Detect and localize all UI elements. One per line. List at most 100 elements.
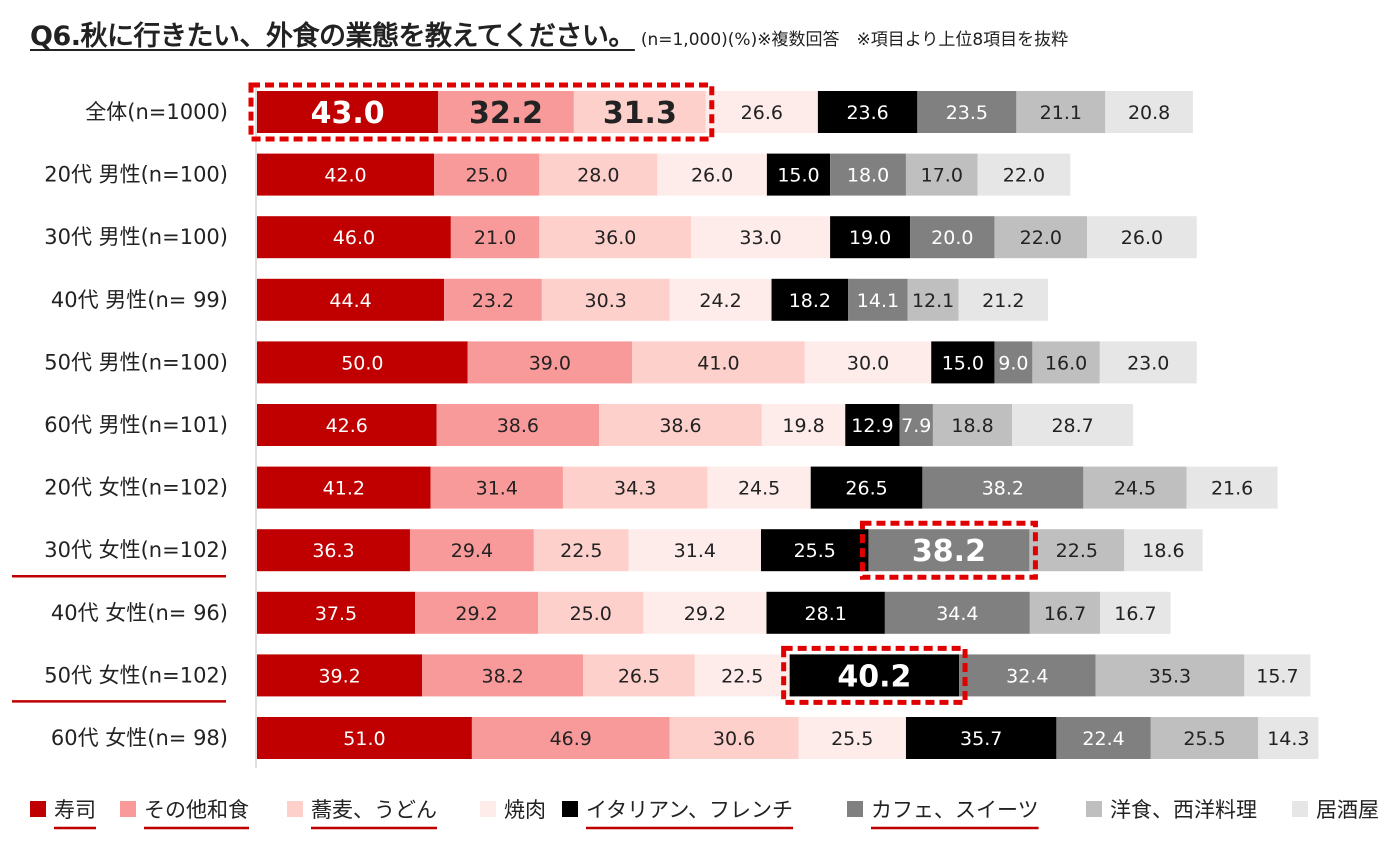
bar-segment (415, 591, 539, 634)
bar-segment (1150, 717, 1259, 759)
data-label: 15.0 (942, 352, 984, 374)
bar-segment (436, 404, 600, 446)
data-label: 35.7 (960, 728, 1002, 750)
bar-segment (438, 91, 574, 133)
data-label: 23.6 (846, 102, 888, 124)
bar-segment (817, 91, 918, 133)
chart-title-block: Q6.秋に行きたい、外食の業態を教えてください。 (n=1,000)(%)※複数回… (30, 14, 1068, 53)
bar-segment (422, 654, 584, 697)
data-label: 40.2 (837, 659, 911, 694)
data-label: 31.4 (674, 540, 716, 562)
data-label: 34.4 (936, 603, 978, 625)
legend-swatch (30, 801, 46, 817)
data-label: 29.4 (451, 540, 493, 562)
bar-segment (632, 341, 805, 384)
bar-segment (1095, 654, 1245, 697)
data-label: 25.5 (1183, 728, 1225, 750)
data-label: 24.5 (738, 478, 780, 500)
bar-segment (789, 654, 960, 697)
category-label: 40代 男性(n= 99) (51, 288, 228, 312)
data-label: 39.2 (318, 665, 360, 687)
bar-segment (994, 341, 1033, 384)
data-label: 15.0 (777, 165, 819, 187)
bar-segment (257, 404, 437, 446)
bar-segment (430, 466, 563, 509)
bar-segment (450, 216, 540, 259)
bar-segment (471, 717, 670, 759)
data-label: 41.0 (697, 352, 739, 374)
data-label: 22.0 (1020, 227, 1062, 249)
data-label: 22.0 (1003, 165, 1045, 187)
data-label: 26.5 (618, 665, 660, 687)
bar-segment (1056, 717, 1151, 759)
data-label: 17.0 (921, 165, 963, 187)
bar-segment (959, 654, 1096, 697)
bar-segment (868, 529, 1030, 572)
data-label: 22.5 (721, 665, 763, 687)
data-label: 38.6 (497, 415, 539, 437)
data-label: 32.4 (1006, 665, 1048, 687)
bar-segment (533, 529, 629, 572)
bar-segment (628, 529, 761, 572)
bar-segment (830, 216, 911, 259)
data-label: 22.5 (1056, 540, 1098, 562)
data-label: 21.0 (474, 227, 516, 249)
bar-segment (705, 91, 818, 133)
legend-label: その他和食 (144, 798, 249, 822)
data-label: 20.0 (931, 227, 973, 249)
bar-segment (257, 91, 439, 133)
bar-segment (884, 591, 1030, 634)
bar-segment (1032, 341, 1100, 384)
category-label: 全体(n=1000) (85, 100, 228, 124)
data-label: 30.6 (713, 728, 755, 750)
bar-segment (761, 404, 846, 446)
data-label: 51.0 (343, 728, 385, 750)
data-label: 24.2 (699, 290, 741, 312)
bar-segment (917, 91, 1017, 133)
data-label: 23.5 (946, 102, 988, 124)
data-label: 34.3 (614, 478, 656, 500)
legend-label: 洋食、西洋料理 (1110, 798, 1257, 822)
data-label: 18.6 (1142, 540, 1184, 562)
bar-segment (562, 466, 708, 509)
bar-segment (257, 278, 445, 321)
bar-segment (599, 404, 762, 446)
data-label: 46.0 (333, 227, 375, 249)
data-label: 12.9 (851, 415, 893, 437)
highlight-frame (859, 520, 1038, 580)
bar-segment (694, 654, 790, 697)
legend-label: 居酒屋 (1316, 798, 1379, 822)
data-label: 42.0 (324, 165, 366, 187)
data-label: 28.1 (805, 603, 847, 625)
legend-swatch (847, 801, 863, 817)
data-label: 44.4 (329, 290, 371, 312)
data-label: 32.2 (469, 96, 543, 131)
data-label: 26.5 (845, 478, 887, 500)
category-label: 40代 女性(n= 96) (51, 601, 228, 625)
data-label: 38.2 (912, 534, 986, 569)
bar-segment (830, 153, 906, 196)
legend-swatch (1086, 801, 1102, 817)
bar-segment (905, 717, 1057, 759)
bar-segment (810, 466, 923, 509)
data-label: 21.6 (1211, 478, 1253, 500)
bar-segment (1087, 216, 1197, 259)
data-label: 26.6 (741, 102, 783, 124)
data-label: 30.3 (585, 290, 627, 312)
bar-segment (922, 466, 1084, 509)
legend-label: 寿司 (54, 798, 96, 822)
bar-segment (539, 153, 658, 196)
bar-segment (583, 654, 695, 697)
bar-segment (1099, 341, 1197, 384)
bar-segment (1083, 466, 1187, 509)
bar-segment (538, 591, 644, 634)
data-label: 23.0 (1127, 352, 1169, 374)
category-label: 30代 男性(n=100) (44, 225, 228, 249)
bar-segment (899, 404, 933, 446)
bar-segment (573, 91, 706, 133)
bar-segment (657, 153, 767, 196)
data-label: 31.3 (603, 96, 677, 131)
legend-label: 焼肉 (504, 798, 546, 822)
category-label: 50代 男性(n=100) (44, 350, 228, 374)
data-label: 24.5 (1114, 478, 1156, 500)
